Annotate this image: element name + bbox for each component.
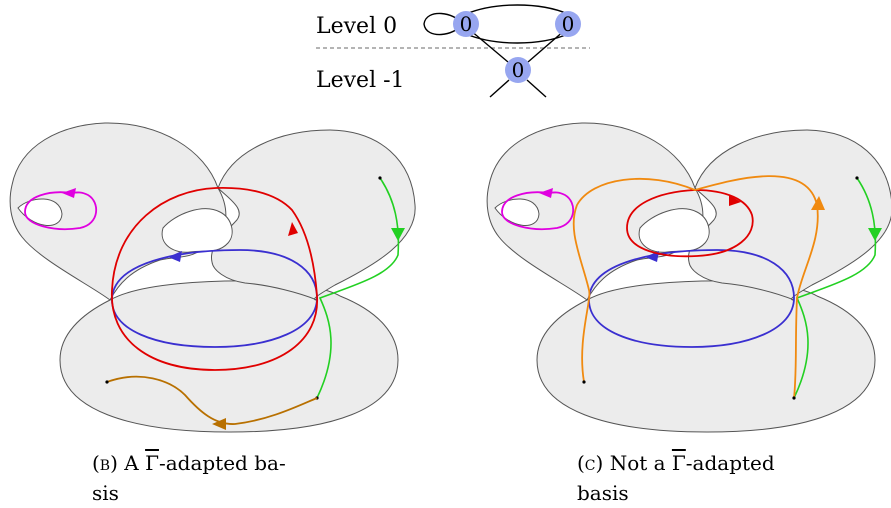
panel-b-curves (24, 176, 405, 430)
panel-c-caption-tag: (c) (577, 451, 604, 475)
panel-c-magenta-arrow (539, 188, 553, 198)
panel-c-red-cycle (626, 189, 754, 258)
panel-b-caption-gamma: Γ (145, 451, 159, 475)
panel-b-green-endpoint-top (378, 176, 382, 180)
panel-c-hole (638, 208, 710, 253)
panel-c-orange-path (572, 175, 819, 399)
panel-c-green-path (793, 177, 877, 399)
vertex-label-right: 0 (562, 12, 575, 36)
panel-b-hole (161, 208, 233, 253)
panel-c-caption-line2: basis (577, 481, 629, 505)
panel-b-green-path (316, 177, 400, 399)
panel-b-red-arrow (288, 222, 298, 236)
panel-c-orange-arrow (811, 196, 825, 210)
vertex-level0-right (555, 11, 581, 37)
panel-b-caption-tag: (b) (92, 451, 118, 475)
level-0-label: Level 0 (316, 14, 397, 39)
level-minus1-label: Level -1 (316, 68, 405, 93)
panel-c-surface (486, 122, 891, 433)
panel-b-red-cycle (111, 186, 318, 371)
leg-left (489, 79, 510, 98)
panel-c-caption-pre: Not a (609, 451, 666, 475)
level-graph: Level 0 Level -1 0 0 0 (316, 4, 590, 98)
panel-c-curves (501, 175, 882, 400)
panel-c-orange-endpoint-right (792, 396, 796, 400)
panel-c-caption-post: -adapted (685, 451, 775, 475)
panel-b-brown-arrow (212, 418, 226, 430)
panel-b-brown-endpoint (105, 380, 109, 384)
vertex-label-bottom: 0 (512, 58, 525, 82)
vertex-level-minus1 (505, 57, 531, 83)
panel-b-surface (9, 122, 416, 433)
panel-b-caption: (b) A Γ-adapted ba- sis (92, 448, 392, 508)
panel-b-caption-pre: A (124, 451, 139, 475)
panel-c-caption: (c) Not a Γ-adapted basis (577, 448, 877, 508)
panel-b-blue-arrow (168, 251, 182, 262)
panel-b-magenta-arrow (62, 188, 76, 198)
panel-b-magenta-cycle (24, 191, 97, 230)
upper-edge (465, 4, 569, 15)
panel-b-caption-post: -adapted ba- (158, 451, 286, 475)
panel-b-pinch (17, 198, 63, 226)
panel-c-pinch (494, 198, 540, 226)
panel-b-caption-line2: sis (92, 481, 119, 505)
panel-c-green-endpoint-top (855, 176, 859, 180)
lower-edge (465, 33, 569, 44)
self-loop-edge (423, 12, 463, 36)
edge-right-to-bottom (527, 29, 566, 63)
panel-b-brown-path (106, 375, 318, 425)
edge-left-to-bottom (469, 29, 509, 63)
panel-c-orange-endpoint-left (582, 380, 586, 384)
vertex-level0-left (453, 11, 479, 37)
panel-b-green-arrow (391, 228, 405, 241)
panel-c-magenta-cycle (501, 191, 574, 230)
panel-c-green-arrow (868, 228, 882, 241)
panel-c-caption-gamma: Γ (671, 451, 686, 475)
panel-c-red-arrow (729, 195, 741, 206)
leg-right (526, 79, 547, 98)
vertex-label-left: 0 (460, 12, 473, 36)
